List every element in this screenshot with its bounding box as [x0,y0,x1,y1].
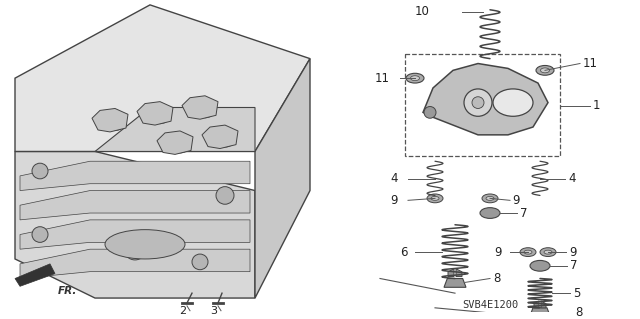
Polygon shape [541,301,546,308]
Text: SVB4E1200: SVB4E1200 [462,300,518,310]
Polygon shape [20,190,250,220]
Ellipse shape [427,194,443,203]
Polygon shape [448,269,454,277]
Ellipse shape [215,137,229,145]
Circle shape [464,89,492,116]
Ellipse shape [195,107,209,115]
Ellipse shape [105,230,185,259]
Ellipse shape [480,208,500,219]
Circle shape [124,238,146,260]
Text: 9: 9 [569,246,577,259]
Ellipse shape [150,113,164,122]
Ellipse shape [161,136,189,153]
Polygon shape [534,301,539,308]
Polygon shape [137,102,173,125]
Ellipse shape [186,101,214,118]
Ellipse shape [410,76,419,81]
Ellipse shape [493,89,533,116]
Polygon shape [456,269,462,277]
Ellipse shape [544,250,552,254]
Circle shape [472,97,484,108]
Polygon shape [255,59,310,298]
Polygon shape [20,161,250,190]
Polygon shape [15,264,55,286]
Ellipse shape [170,142,184,151]
Ellipse shape [482,194,498,203]
Text: 8: 8 [493,272,500,285]
Ellipse shape [431,197,439,200]
Polygon shape [15,152,255,298]
Text: 9: 9 [390,194,398,207]
Text: 11: 11 [375,72,390,85]
Text: 2: 2 [179,306,187,316]
Ellipse shape [541,68,550,73]
Text: 6: 6 [401,246,408,259]
Text: 11: 11 [583,57,598,70]
Polygon shape [20,220,250,249]
Circle shape [216,187,234,204]
Circle shape [192,254,208,270]
Circle shape [424,107,436,118]
Ellipse shape [520,248,536,256]
Polygon shape [202,125,238,149]
Text: 5: 5 [573,287,580,300]
Ellipse shape [141,107,169,124]
Ellipse shape [96,114,124,130]
Polygon shape [157,131,193,154]
Polygon shape [92,108,128,132]
Text: 1: 1 [593,99,600,112]
Ellipse shape [536,65,554,75]
Text: 4: 4 [390,172,398,185]
Text: 7: 7 [570,259,577,272]
Polygon shape [530,308,550,315]
Ellipse shape [540,248,556,256]
Circle shape [32,227,48,242]
Ellipse shape [406,73,424,83]
Polygon shape [15,5,310,152]
Text: FR.: FR. [58,286,77,296]
Polygon shape [95,108,255,152]
Text: 8: 8 [575,306,582,319]
Text: 10: 10 [415,5,430,18]
Ellipse shape [206,130,234,147]
Text: 7: 7 [520,206,527,219]
Polygon shape [423,63,548,135]
Polygon shape [444,278,466,287]
Ellipse shape [105,120,119,128]
Polygon shape [20,249,250,278]
Ellipse shape [486,197,494,200]
Text: 9: 9 [512,194,520,207]
Circle shape [32,163,48,179]
Ellipse shape [524,250,532,254]
Polygon shape [182,96,218,119]
Text: 3: 3 [211,306,218,316]
Text: 4: 4 [568,172,575,185]
Ellipse shape [530,260,550,271]
Text: 9: 9 [495,246,502,259]
